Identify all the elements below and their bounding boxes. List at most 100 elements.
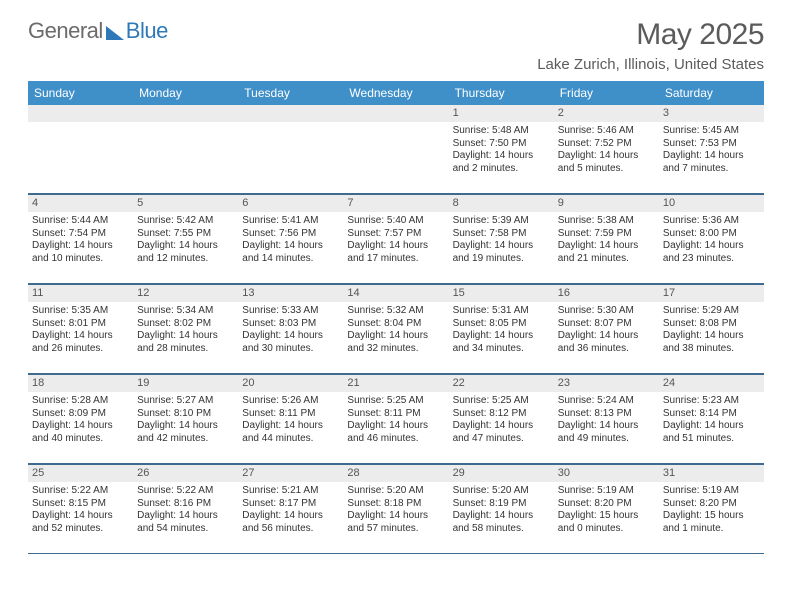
calendar-cell: 20Sunrise: 5:26 AMSunset: 8:11 PMDayligh… bbox=[238, 375, 343, 463]
sunset-text: Sunset: 7:50 PM bbox=[453, 138, 550, 151]
sunset-text: Sunset: 8:01 PM bbox=[32, 318, 129, 331]
sunrise-text: Sunrise: 5:22 AM bbox=[32, 485, 129, 498]
sunset-text: Sunset: 8:14 PM bbox=[663, 408, 760, 421]
daylight-text: Daylight: 14 hours and 51 minutes. bbox=[663, 420, 760, 445]
day-number: 23 bbox=[554, 375, 659, 392]
week-row: 1Sunrise: 5:48 AMSunset: 7:50 PMDaylight… bbox=[28, 105, 764, 194]
daylight-text: Daylight: 14 hours and 7 minutes. bbox=[663, 150, 760, 175]
sunrise-text: Sunrise: 5:26 AM bbox=[242, 395, 339, 408]
sunrise-text: Sunrise: 5:42 AM bbox=[137, 215, 234, 228]
header-row: General Blue May 2025 Lake Zurich, Illin… bbox=[28, 18, 764, 73]
day-number: 30 bbox=[554, 465, 659, 482]
day-number: 29 bbox=[449, 465, 554, 482]
calendar-cell: 1Sunrise: 5:48 AMSunset: 7:50 PMDaylight… bbox=[449, 105, 554, 193]
sunset-text: Sunset: 8:11 PM bbox=[347, 408, 444, 421]
day-number: 24 bbox=[659, 375, 764, 392]
sunset-text: Sunset: 8:20 PM bbox=[558, 498, 655, 511]
day-number: 1 bbox=[449, 105, 554, 122]
weeks-container: 1Sunrise: 5:48 AMSunset: 7:50 PMDaylight… bbox=[28, 105, 764, 554]
daylight-text: Daylight: 14 hours and 12 minutes. bbox=[137, 240, 234, 265]
daylight-text: Daylight: 14 hours and 5 minutes. bbox=[558, 150, 655, 175]
daylight-text: Daylight: 14 hours and 47 minutes. bbox=[453, 420, 550, 445]
sunset-text: Sunset: 8:02 PM bbox=[137, 318, 234, 331]
sunrise-text: Sunrise: 5:23 AM bbox=[663, 395, 760, 408]
day-number: 16 bbox=[554, 285, 659, 302]
sunrise-text: Sunrise: 5:24 AM bbox=[558, 395, 655, 408]
week-row: 18Sunrise: 5:28 AMSunset: 8:09 PMDayligh… bbox=[28, 374, 764, 464]
calendar-cell: 21Sunrise: 5:25 AMSunset: 8:11 PMDayligh… bbox=[343, 375, 448, 463]
daylight-text: Daylight: 14 hours and 21 minutes. bbox=[558, 240, 655, 265]
calendar-cell: 27Sunrise: 5:21 AMSunset: 8:17 PMDayligh… bbox=[238, 465, 343, 553]
day-number: 17 bbox=[659, 285, 764, 302]
sunset-text: Sunset: 8:07 PM bbox=[558, 318, 655, 331]
sunset-text: Sunset: 8:05 PM bbox=[453, 318, 550, 331]
calendar-cell: 26Sunrise: 5:22 AMSunset: 8:16 PMDayligh… bbox=[133, 465, 238, 553]
daylight-text: Daylight: 14 hours and 32 minutes. bbox=[347, 330, 444, 355]
sunset-text: Sunset: 8:16 PM bbox=[137, 498, 234, 511]
day-number: 6 bbox=[238, 195, 343, 212]
calendar-cell: 12Sunrise: 5:34 AMSunset: 8:02 PMDayligh… bbox=[133, 285, 238, 373]
sunrise-text: Sunrise: 5:46 AM bbox=[558, 125, 655, 138]
calendar-cell: 14Sunrise: 5:32 AMSunset: 8:04 PMDayligh… bbox=[343, 285, 448, 373]
daylight-text: Daylight: 14 hours and 58 minutes. bbox=[453, 510, 550, 535]
sunset-text: Sunset: 8:09 PM bbox=[32, 408, 129, 421]
calendar-cell: 4Sunrise: 5:44 AMSunset: 7:54 PMDaylight… bbox=[28, 195, 133, 283]
daylight-text: Daylight: 14 hours and 54 minutes. bbox=[137, 510, 234, 535]
sunrise-text: Sunrise: 5:20 AM bbox=[453, 485, 550, 498]
day-number: 25 bbox=[28, 465, 133, 482]
brand-part2: Blue bbox=[126, 18, 168, 44]
day-number: 28 bbox=[343, 465, 448, 482]
daylight-text: Daylight: 14 hours and 44 minutes. bbox=[242, 420, 339, 445]
day-header-mon: Monday bbox=[133, 81, 238, 105]
day-number: 5 bbox=[133, 195, 238, 212]
day-number bbox=[133, 105, 238, 122]
daylight-text: Daylight: 14 hours and 38 minutes. bbox=[663, 330, 760, 355]
sunset-text: Sunset: 8:18 PM bbox=[347, 498, 444, 511]
calendar-cell: 22Sunrise: 5:25 AMSunset: 8:12 PMDayligh… bbox=[449, 375, 554, 463]
calendar-cell bbox=[133, 105, 238, 193]
day-number: 8 bbox=[449, 195, 554, 212]
sunrise-text: Sunrise: 5:31 AM bbox=[453, 305, 550, 318]
sunrise-text: Sunrise: 5:28 AM bbox=[32, 395, 129, 408]
sunset-text: Sunset: 8:10 PM bbox=[137, 408, 234, 421]
daylight-text: Daylight: 14 hours and 10 minutes. bbox=[32, 240, 129, 265]
calendar-cell: 23Sunrise: 5:24 AMSunset: 8:13 PMDayligh… bbox=[554, 375, 659, 463]
sunrise-text: Sunrise: 5:33 AM bbox=[242, 305, 339, 318]
sunset-text: Sunset: 8:20 PM bbox=[663, 498, 760, 511]
sunset-text: Sunset: 8:19 PM bbox=[453, 498, 550, 511]
calendar-cell: 29 Sunrise: 5:20 AMSunset: 8:19 PMDayligh… bbox=[449, 465, 554, 553]
day-number bbox=[343, 105, 448, 122]
day-number: 10 bbox=[659, 195, 764, 212]
sunrise-text: Sunrise: 5:36 AM bbox=[663, 215, 760, 228]
calendar-cell: 7Sunrise: 5:40 AMSunset: 7:57 PMDaylight… bbox=[343, 195, 448, 283]
calendar-cell: 24 Sunrise: 5:23 AMSunset: 8:14 PMDayligh… bbox=[659, 375, 764, 463]
daylight-text: Daylight: 14 hours and 30 minutes. bbox=[242, 330, 339, 355]
daylight-text: Daylight: 14 hours and 17 minutes. bbox=[347, 240, 444, 265]
calendar-cell: 31Sunrise: 5:19 AMSunset: 8:20 PMDayligh… bbox=[659, 465, 764, 553]
sunset-text: Sunset: 7:55 PM bbox=[137, 228, 234, 241]
sunset-text: Sunset: 8:08 PM bbox=[663, 318, 760, 331]
location-text: Lake Zurich, Illinois, United States bbox=[537, 56, 764, 73]
daylight-text: Daylight: 14 hours and 52 minutes. bbox=[32, 510, 129, 535]
sunset-text: Sunset: 8:13 PM bbox=[558, 408, 655, 421]
daylight-text: Daylight: 14 hours and 36 minutes. bbox=[558, 330, 655, 355]
day-header-row: Sunday Monday Tuesday Wednesday Thursday… bbox=[28, 81, 764, 105]
day-number: 15 bbox=[449, 285, 554, 302]
title-block: May 2025 Lake Zurich, Illinois, United S… bbox=[537, 18, 764, 73]
sunset-text: Sunset: 8:15 PM bbox=[32, 498, 129, 511]
calendar-cell: 18Sunrise: 5:28 AMSunset: 8:09 PMDayligh… bbox=[28, 375, 133, 463]
sunset-text: Sunset: 8:12 PM bbox=[453, 408, 550, 421]
day-header-wed: Wednesday bbox=[343, 81, 448, 105]
calendar-cell: 10Sunrise: 5:36 AMSunset: 8:00 PMDayligh… bbox=[659, 195, 764, 283]
day-header-sun: Sunday bbox=[28, 81, 133, 105]
day-number: 20 bbox=[238, 375, 343, 392]
sunset-text: Sunset: 7:59 PM bbox=[558, 228, 655, 241]
daylight-text: Daylight: 14 hours and 40 minutes. bbox=[32, 420, 129, 445]
daylight-text: Daylight: 14 hours and 57 minutes. bbox=[347, 510, 444, 535]
daylight-text: Daylight: 14 hours and 46 minutes. bbox=[347, 420, 444, 445]
daylight-text: Daylight: 15 hours and 1 minute. bbox=[663, 510, 760, 535]
day-header-sat: Saturday bbox=[659, 81, 764, 105]
day-header-fri: Friday bbox=[554, 81, 659, 105]
sunrise-text: Sunrise: 5:25 AM bbox=[347, 395, 444, 408]
daylight-text: Daylight: 14 hours and 2 minutes. bbox=[453, 150, 550, 175]
